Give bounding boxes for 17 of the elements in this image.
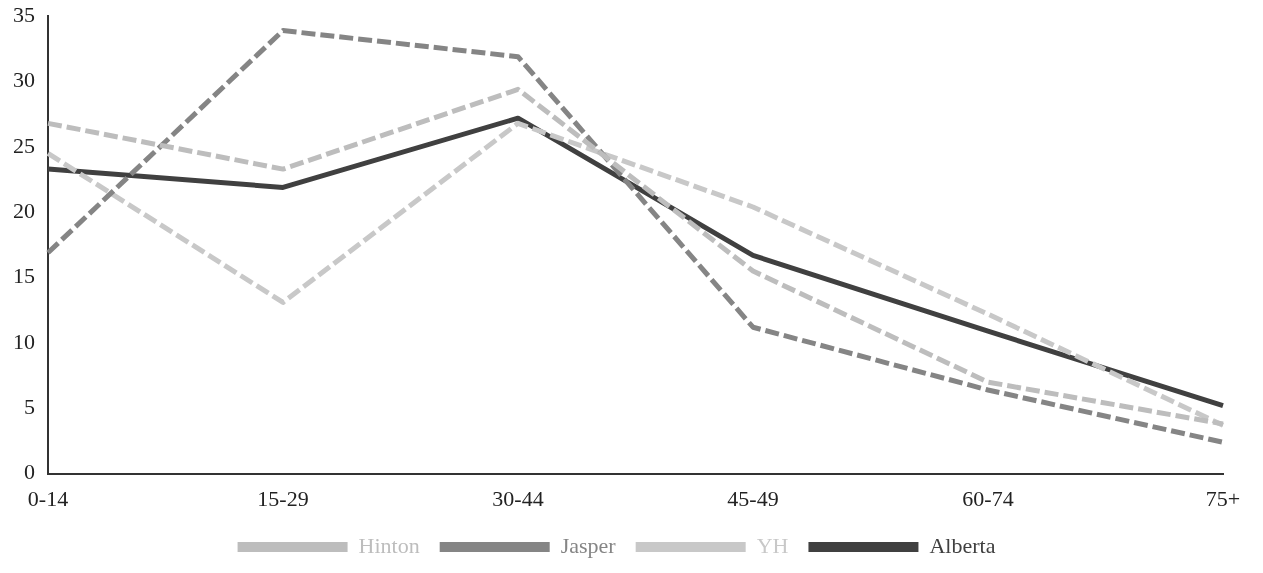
x-tick-label: 75+: [1205, 485, 1241, 511]
x-tick-label: 30-44: [492, 485, 544, 511]
y-tick-label: 5: [24, 394, 35, 420]
legend-label: Hinton: [358, 532, 420, 558]
x-tick-label: 0-14: [27, 485, 69, 511]
y-tick-label: 35: [13, 1, 35, 27]
y-tick-label: 30: [13, 67, 35, 93]
legend-label: Alberta: [929, 532, 996, 558]
y-tick-label: 10: [13, 328, 35, 354]
x-tick-label: 15-29: [257, 485, 309, 511]
x-tick-label: 60-74: [962, 485, 1014, 511]
y-tick-label: 25: [13, 132, 35, 158]
y-tick-label: 0: [24, 459, 35, 485]
x-tick-label: 45-49: [727, 485, 779, 511]
y-tick-label: 15: [13, 263, 35, 289]
text: Jasper: [560, 532, 617, 558]
y-tick-label: 20: [13, 198, 35, 224]
